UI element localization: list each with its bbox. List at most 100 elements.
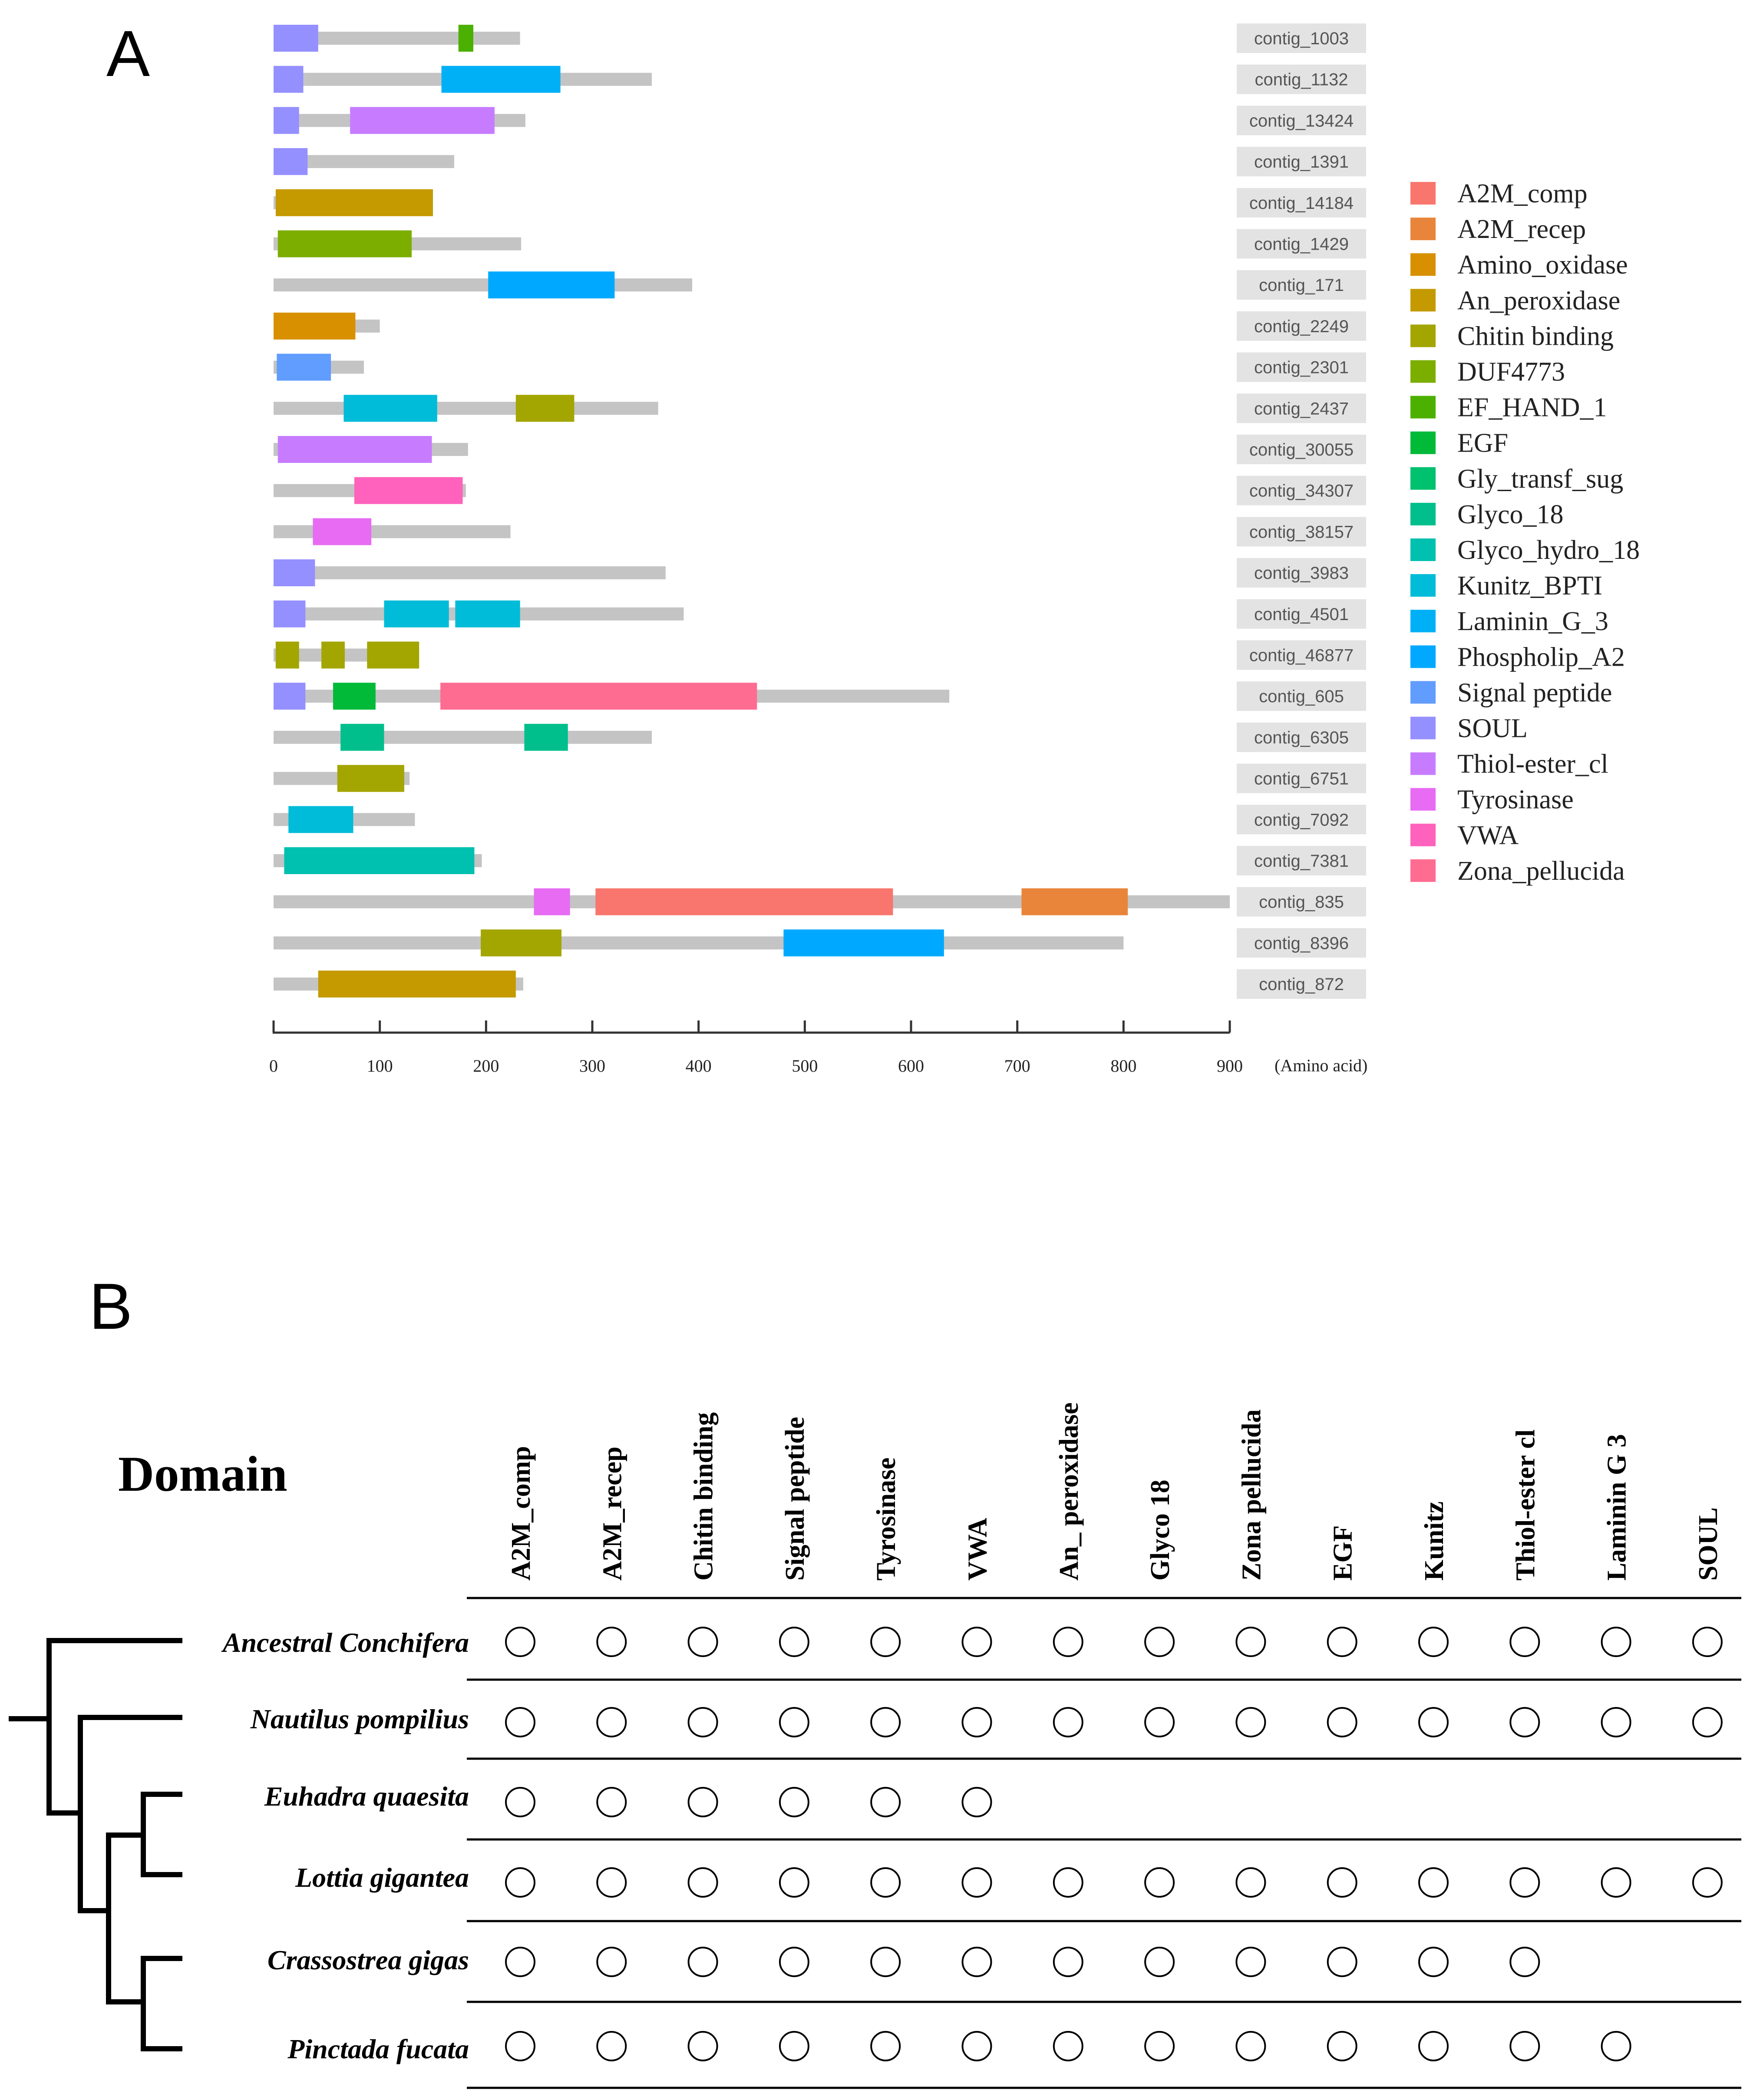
presence-circle (596, 2031, 627, 2061)
contig-row-contig-6751: contig_6751 (274, 763, 1366, 793)
table-lines (467, 1597, 1741, 2089)
presence-circle (1509, 1627, 1540, 1657)
column-header-soul: SOUL (1694, 1507, 1723, 1581)
presence-circle (870, 1947, 901, 1977)
domain-soul (274, 683, 306, 710)
contig-label: contig_34307 (1249, 482, 1354, 501)
contig-row-contig-30055: contig_30055 (274, 435, 1366, 464)
panel-b-letter: B (89, 1270, 132, 1343)
presence-circle (779, 1947, 809, 1977)
contig-label-box (1237, 681, 1366, 711)
contig-label-box (1237, 928, 1366, 958)
domain-soul (274, 107, 299, 134)
contig-label-box (1237, 270, 1366, 300)
legend-label: A2M_recep (1457, 215, 1586, 244)
domain-chitin-binding (321, 641, 345, 669)
contig-label-box (1237, 846, 1366, 875)
presence-row-euhadra-quaesita (505, 1787, 992, 1817)
legend-swatch (1410, 717, 1436, 740)
presence-circle (1053, 1707, 1083, 1737)
contig-label: contig_2249 (1254, 317, 1349, 336)
presence-circle (596, 1787, 627, 1817)
presence-circle (961, 1867, 992, 1898)
legend: A2M_comp A2M_recep Amino_oxidase An_peroxid… (1410, 179, 1640, 886)
contig-row-contig-4501: contig_4501 (274, 599, 1366, 629)
domain-kunitz-bpti (288, 806, 353, 833)
presence-circle (779, 1787, 809, 1817)
domain-thiol-ester-cl (350, 107, 495, 134)
presence-circle (1692, 1867, 1723, 1898)
contig-label-box (1237, 188, 1366, 218)
contig-row-contig-2249: contig_2249 (274, 311, 1366, 341)
legend-label: Zona_pellucida (1457, 856, 1625, 886)
legend-swatch (1410, 538, 1436, 561)
presence-circle (1235, 2031, 1266, 2061)
presence-circle (1601, 2031, 1631, 2061)
legend-item-chitin-binding: Chitin binding (1410, 321, 1614, 351)
legend-swatch (1410, 218, 1436, 241)
domain-chitin-binding (481, 929, 562, 957)
presence-circle (1327, 1947, 1357, 1977)
presence-row-lottia-gigantea (505, 1867, 1723, 1898)
presence-circle (1601, 1867, 1631, 1898)
legend-swatch (1410, 574, 1436, 597)
contig-label: contig_14184 (1249, 194, 1354, 213)
contig-row-contig-7381: contig_7381 (274, 846, 1366, 875)
presence-circle (505, 2031, 535, 2061)
x-axis-unit-label: (Amino acid) (1275, 1056, 1367, 1075)
presence-circle (1144, 1867, 1175, 1898)
species-labels: Ancestral Conchifera Nautilus pompilius Eu… (221, 1627, 469, 2064)
column-header-glyco-18: Glyco 18 (1146, 1480, 1175, 1581)
presence-circle (596, 1627, 627, 1657)
presence-circle (961, 2031, 992, 2061)
contig-label: contig_7092 (1254, 810, 1349, 829)
species-label-lottia-gigantea: Lottia gigantea (295, 1862, 469, 1893)
presence-circle (1235, 1707, 1266, 1737)
domain-a2m-recep (1021, 888, 1128, 915)
presence-circle (1509, 1707, 1540, 1737)
contig-label-box (1237, 311, 1366, 341)
presence-marks (505, 1627, 1723, 2061)
presence-circle (1509, 1947, 1540, 1977)
presence-circle (505, 1867, 535, 1898)
domain-title: Domain (118, 1446, 287, 1502)
contig-label-box (1237, 558, 1366, 588)
contig-label: contig_13424 (1249, 111, 1354, 130)
column-header-signal-peptide: Signal peptide (780, 1417, 810, 1581)
presence-circle (1418, 1947, 1449, 1977)
presence-circle (961, 1627, 992, 1657)
contig-row-contig-171: contig_171 (274, 270, 1366, 300)
contig-label-box (1237, 763, 1366, 793)
legend-swatch (1410, 253, 1436, 276)
contig-label: contig_1003 (1254, 29, 1349, 48)
column-header-zona-pellucida: Zona pellucida (1237, 1410, 1266, 1581)
domain-chitin-binding (275, 641, 299, 669)
presence-circle (687, 1947, 718, 1977)
contig-row-contig-872: contig_872 (274, 969, 1366, 999)
tick-label: 500 (792, 1056, 818, 1076)
column-header-tyrosinase: Tyrosinase (872, 1457, 901, 1581)
contig-label-box (1237, 229, 1366, 259)
domain-laminin-g-3 (441, 66, 561, 93)
column-header-vwa: VWA (963, 1518, 993, 1581)
presence-circle (687, 2031, 718, 2061)
tick-label: 100 (367, 1056, 393, 1076)
contig-label-box (1237, 64, 1366, 94)
legend-swatch (1410, 324, 1436, 347)
contig-label: contig_1429 (1254, 235, 1349, 254)
contig-row-contig-38157: contig_38157 (274, 517, 1366, 547)
tick-label: 400 (686, 1056, 712, 1076)
legend-swatch (1410, 645, 1436, 668)
legend-label: SOUL (1457, 714, 1528, 743)
legend-item-glyco-18: Glyco_18 (1410, 500, 1564, 529)
tick-label: 800 (1110, 1056, 1136, 1076)
panel-a-letter: A (106, 17, 150, 90)
column-header-a2m-comp: A2M_comp (506, 1446, 536, 1581)
legend-label: Gly_transf_sug (1457, 464, 1623, 494)
legend-swatch (1410, 859, 1436, 882)
column-header-chitin-binding: Chitin binding (689, 1412, 719, 1581)
contig-label-box (1237, 805, 1366, 835)
tick-label: 900 (1217, 1056, 1243, 1076)
species-label-nautilus-pompilius: Nautilus pompilius (250, 1704, 469, 1734)
